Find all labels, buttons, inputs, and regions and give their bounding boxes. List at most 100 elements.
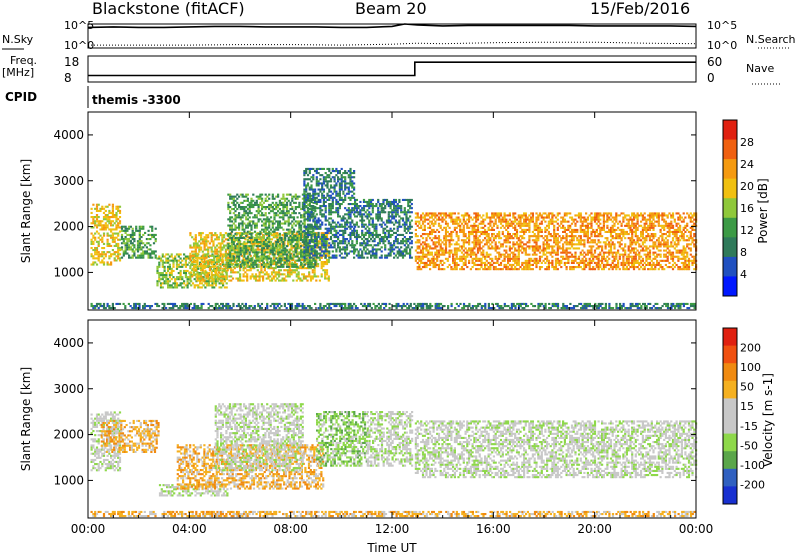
- heatmap-cell: [344, 240, 347, 243]
- heatmap-cell: [328, 167, 331, 170]
- heatmap-cell: [278, 226, 281, 229]
- heatmap-cell: [254, 273, 258, 276]
- heatmap-cell: [224, 271, 227, 274]
- heatmap-cell: [314, 243, 317, 246]
- heatmap-cell: [262, 234, 265, 237]
- heatmap-cell: [101, 236, 104, 239]
- heatmap-cell: [491, 259, 494, 262]
- heatmap-cell: [234, 216, 237, 219]
- heatmap-cell: [92, 216, 95, 219]
- heatmap-cell: [326, 186, 329, 189]
- heatmap-cell: [312, 188, 315, 191]
- heatmap-cell: [514, 253, 517, 256]
- heatmap-cell: [314, 238, 317, 241]
- heatmap-cell: [253, 277, 256, 280]
- heatmap-cell: [375, 233, 378, 236]
- heatmap-cell: [115, 244, 118, 247]
- heatmap-cell: [491, 226, 494, 229]
- heatmap-cell: [333, 180, 336, 183]
- heatmap-cell: [403, 225, 406, 228]
- heatmap-cell: [203, 256, 206, 259]
- heatmap-cell: [272, 277, 275, 280]
- heatmap-cell: [331, 198, 334, 201]
- heatmap-cell: [340, 167, 343, 170]
- heatmap-cell: [236, 232, 239, 235]
- heatmap-cell: [253, 249, 257, 252]
- heatmap-cell: [214, 277, 217, 280]
- heatmap-cell: [418, 257, 421, 260]
- heatmap-cell: [207, 234, 210, 237]
- heatmap-cell: [204, 286, 207, 289]
- heatmap-cell: [329, 190, 333, 193]
- heatmap-cell: [271, 226, 274, 229]
- heatmap-cell: [368, 229, 371, 232]
- heatmap-cell: [285, 228, 289, 231]
- heatmap-cell: [253, 239, 257, 242]
- heatmap-cell: [138, 240, 141, 243]
- heatmap-cell: [291, 265, 294, 268]
- heatmap-cell: [170, 284, 173, 287]
- heatmap-cell: [90, 253, 93, 256]
- heatmap-cell: [485, 259, 488, 262]
- heatmap-cell: [101, 238, 104, 241]
- heatmap-cell: [203, 254, 206, 257]
- heatmap-cell: [172, 257, 175, 260]
- heatmap-cell: [407, 209, 410, 212]
- heatmap-cell: [319, 213, 322, 216]
- heatmap-cell: [163, 255, 166, 258]
- heatmap-cell: [512, 245, 515, 248]
- heatmap-cell: [322, 203, 325, 206]
- heatmap-cell: [245, 234, 248, 237]
- heatmap-cell: [278, 239, 281, 242]
- heatmap-cell: [487, 268, 490, 271]
- heatmap-cell: [228, 267, 231, 270]
- heatmap-cell: [108, 216, 111, 219]
- heatmap-cell: [284, 232, 287, 235]
- heatmap-cell: [267, 277, 270, 280]
- heatmap-cell: [286, 269, 290, 272]
- heatmap-cell: [277, 241, 280, 244]
- heatmap-cell: [211, 282, 214, 285]
- heatmap-cell: [262, 224, 265, 227]
- heatmap-cell: [318, 256, 321, 259]
- heatmap-cell: [133, 231, 136, 234]
- heatmap-cell: [158, 263, 161, 266]
- heatmap-cell: [368, 223, 371, 226]
- heatmap-cell: [309, 277, 313, 280]
- heatmap-cell: [327, 279, 330, 282]
- heatmap-cell: [201, 267, 204, 270]
- heatmap-cell: [423, 263, 426, 266]
- heatmap-cell: [210, 261, 213, 264]
- heatmap-cell: [248, 224, 251, 227]
- heatmap-cell: [268, 197, 271, 200]
- heatmap-cell: [268, 193, 271, 196]
- heatmap-cell: [385, 225, 389, 228]
- heatmap-cell: [514, 247, 517, 250]
- heatmap-cell: [361, 252, 364, 255]
- heatmap-cell: [471, 224, 474, 227]
- heatmap-cell: [280, 222, 283, 225]
- heatmap-cell: [255, 224, 258, 227]
- heatmap-cell: [168, 284, 171, 287]
- heatmap-cell: [236, 259, 239, 262]
- heatmap-cell: [94, 222, 97, 225]
- heatmap-cell: [246, 203, 249, 206]
- heatmap-cell: [276, 273, 279, 276]
- heatmap-cell: [154, 227, 157, 230]
- heatmap-cell: [482, 233, 485, 236]
- heatmap-cell: [354, 211, 357, 214]
- heatmap-cell: [194, 244, 197, 247]
- heatmap-cell: [294, 193, 297, 196]
- heatmap-cell: [508, 249, 511, 252]
- heatmap-cell: [505, 220, 508, 223]
- heatmap-cell: [436, 228, 439, 231]
- heatmap-cell: [432, 257, 435, 260]
- heatmap-cell: [242, 267, 245, 270]
- heatmap-cell: [241, 222, 244, 225]
- heatmap-cell: [225, 286, 228, 289]
- heatmap-cell: [289, 193, 292, 196]
- heatmap-cell: [257, 241, 260, 244]
- heatmap-cell: [165, 280, 168, 283]
- heatmap-cell: [430, 214, 433, 217]
- heatmap-cell: [298, 259, 301, 262]
